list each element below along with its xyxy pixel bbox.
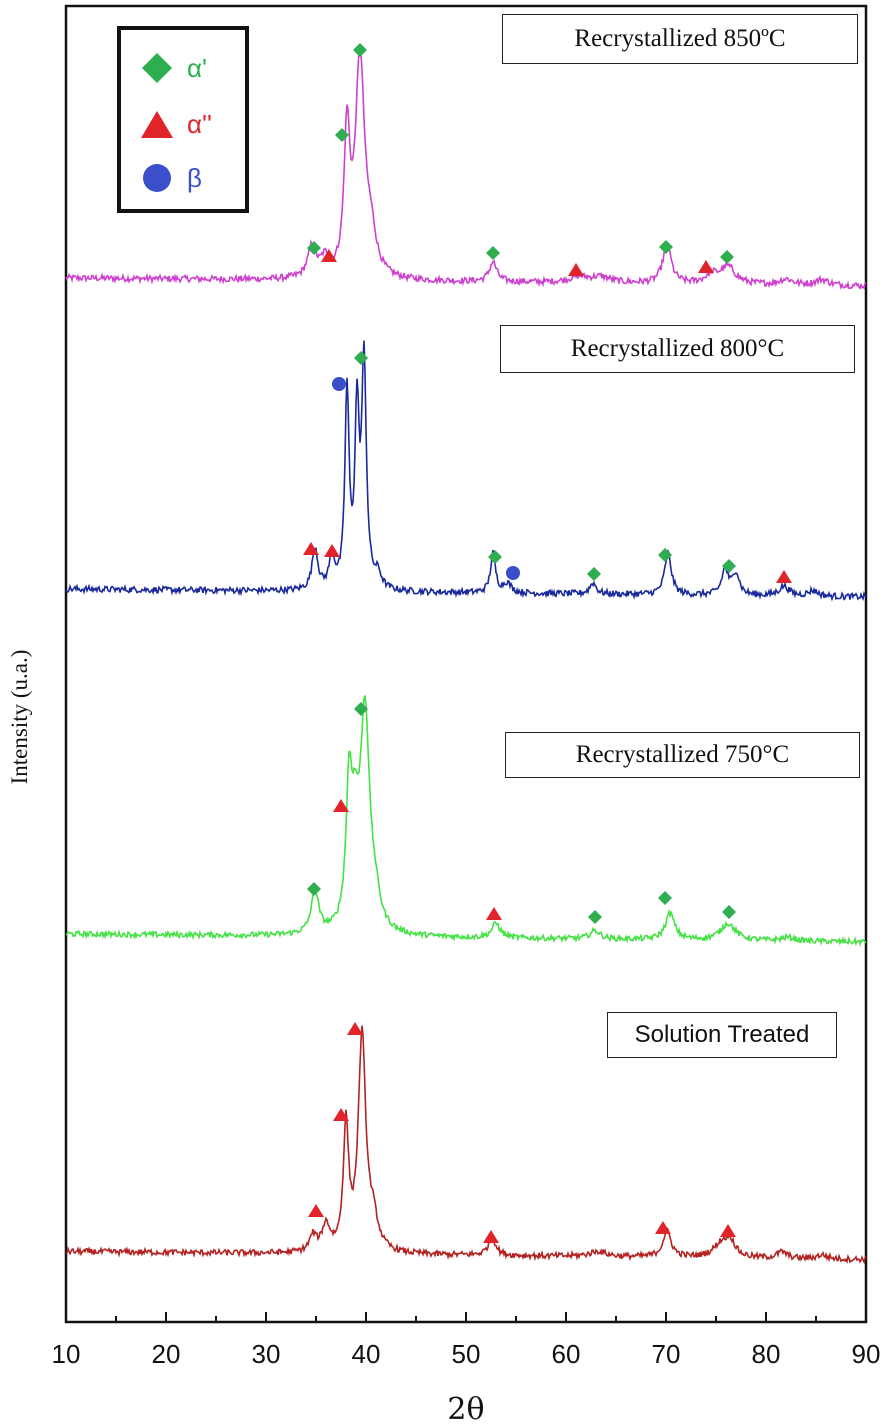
x-tick-label: 20 [152, 1339, 181, 1369]
triangle-icon [141, 111, 173, 138]
x-tick-label: 60 [552, 1339, 581, 1369]
alpha-prime-marker [488, 550, 502, 564]
series-label-solution: Solution Treated [607, 1012, 837, 1058]
alpha-double-prime-marker [303, 542, 319, 555]
alpha-prime-marker [354, 702, 368, 716]
alpha-prime-marker [720, 250, 734, 264]
circle-icon [143, 164, 171, 192]
legend-label: α' [187, 52, 207, 83]
alpha-prime-marker [658, 548, 672, 562]
x-axis-label: 2θ [447, 1392, 485, 1427]
legend: α' α'' β [117, 26, 249, 213]
beta-marker [332, 377, 346, 391]
marker-layer [303, 43, 792, 1243]
alpha-double-prime-marker [698, 260, 714, 273]
legend-item-alpha-double-prime: α'' [139, 106, 212, 142]
series-label-800: Recrystallized 800°C [500, 325, 855, 373]
alpha-prime-marker [307, 882, 321, 896]
x-tick-label: 70 [652, 1339, 681, 1369]
x-tick-label: 80 [752, 1339, 781, 1369]
x-axis: 10 20 30 40 50 60 70 80 90 [52, 1312, 881, 1369]
alpha-prime-marker [354, 351, 368, 365]
x-tick-label: 50 [452, 1339, 481, 1369]
alpha-prime-marker [307, 241, 321, 255]
series-layer [65, 47, 867, 1265]
alpha-prime-marker [659, 240, 673, 254]
series-line-0 [65, 47, 867, 291]
alpha-double-prime-marker [333, 1108, 349, 1121]
series-line-3 [65, 1025, 867, 1265]
alpha-prime-marker [588, 910, 602, 924]
alpha-prime-marker [722, 559, 736, 573]
legend-item-beta: β [139, 160, 202, 196]
y-axis-label: Intensity (u.a.) [7, 649, 32, 785]
legend-label: β [187, 162, 202, 193]
alpha-prime-marker [353, 43, 367, 57]
alpha-double-prime-marker [776, 570, 792, 583]
x-tick-label: 10 [52, 1339, 81, 1369]
x-tick-label: 30 [252, 1339, 281, 1369]
alpha-prime-marker [658, 891, 672, 905]
alpha-double-prime-marker [655, 1221, 671, 1234]
alpha-double-prime-marker [308, 1204, 324, 1217]
alpha-double-prime-marker [568, 263, 584, 276]
alpha-double-prime-marker [486, 907, 502, 920]
alpha-double-prime-marker [333, 799, 349, 812]
alpha-prime-marker [486, 246, 500, 260]
x-tick-label: 40 [352, 1339, 381, 1369]
series-label-750: Recrystallized 750°C [505, 732, 860, 778]
alpha-double-prime-marker [321, 249, 337, 262]
legend-label: α'' [187, 108, 212, 139]
alpha-prime-marker [722, 905, 736, 919]
series-line-1 [65, 340, 867, 602]
series-line-2 [65, 695, 867, 947]
x-tick-label: 90 [852, 1339, 881, 1369]
alpha-double-prime-marker [720, 1224, 736, 1237]
alpha-prime-marker [335, 128, 349, 142]
diamond-icon [142, 53, 172, 83]
legend-item-alpha-prime: α' [139, 50, 207, 86]
beta-marker [506, 566, 520, 580]
alpha-double-prime-marker [347, 1022, 363, 1035]
alpha-double-prime-marker [324, 544, 340, 557]
alpha-double-prime-marker [483, 1230, 499, 1243]
series-label-850: Recrystallized 850ºC [502, 14, 858, 64]
alpha-prime-marker [587, 567, 601, 581]
